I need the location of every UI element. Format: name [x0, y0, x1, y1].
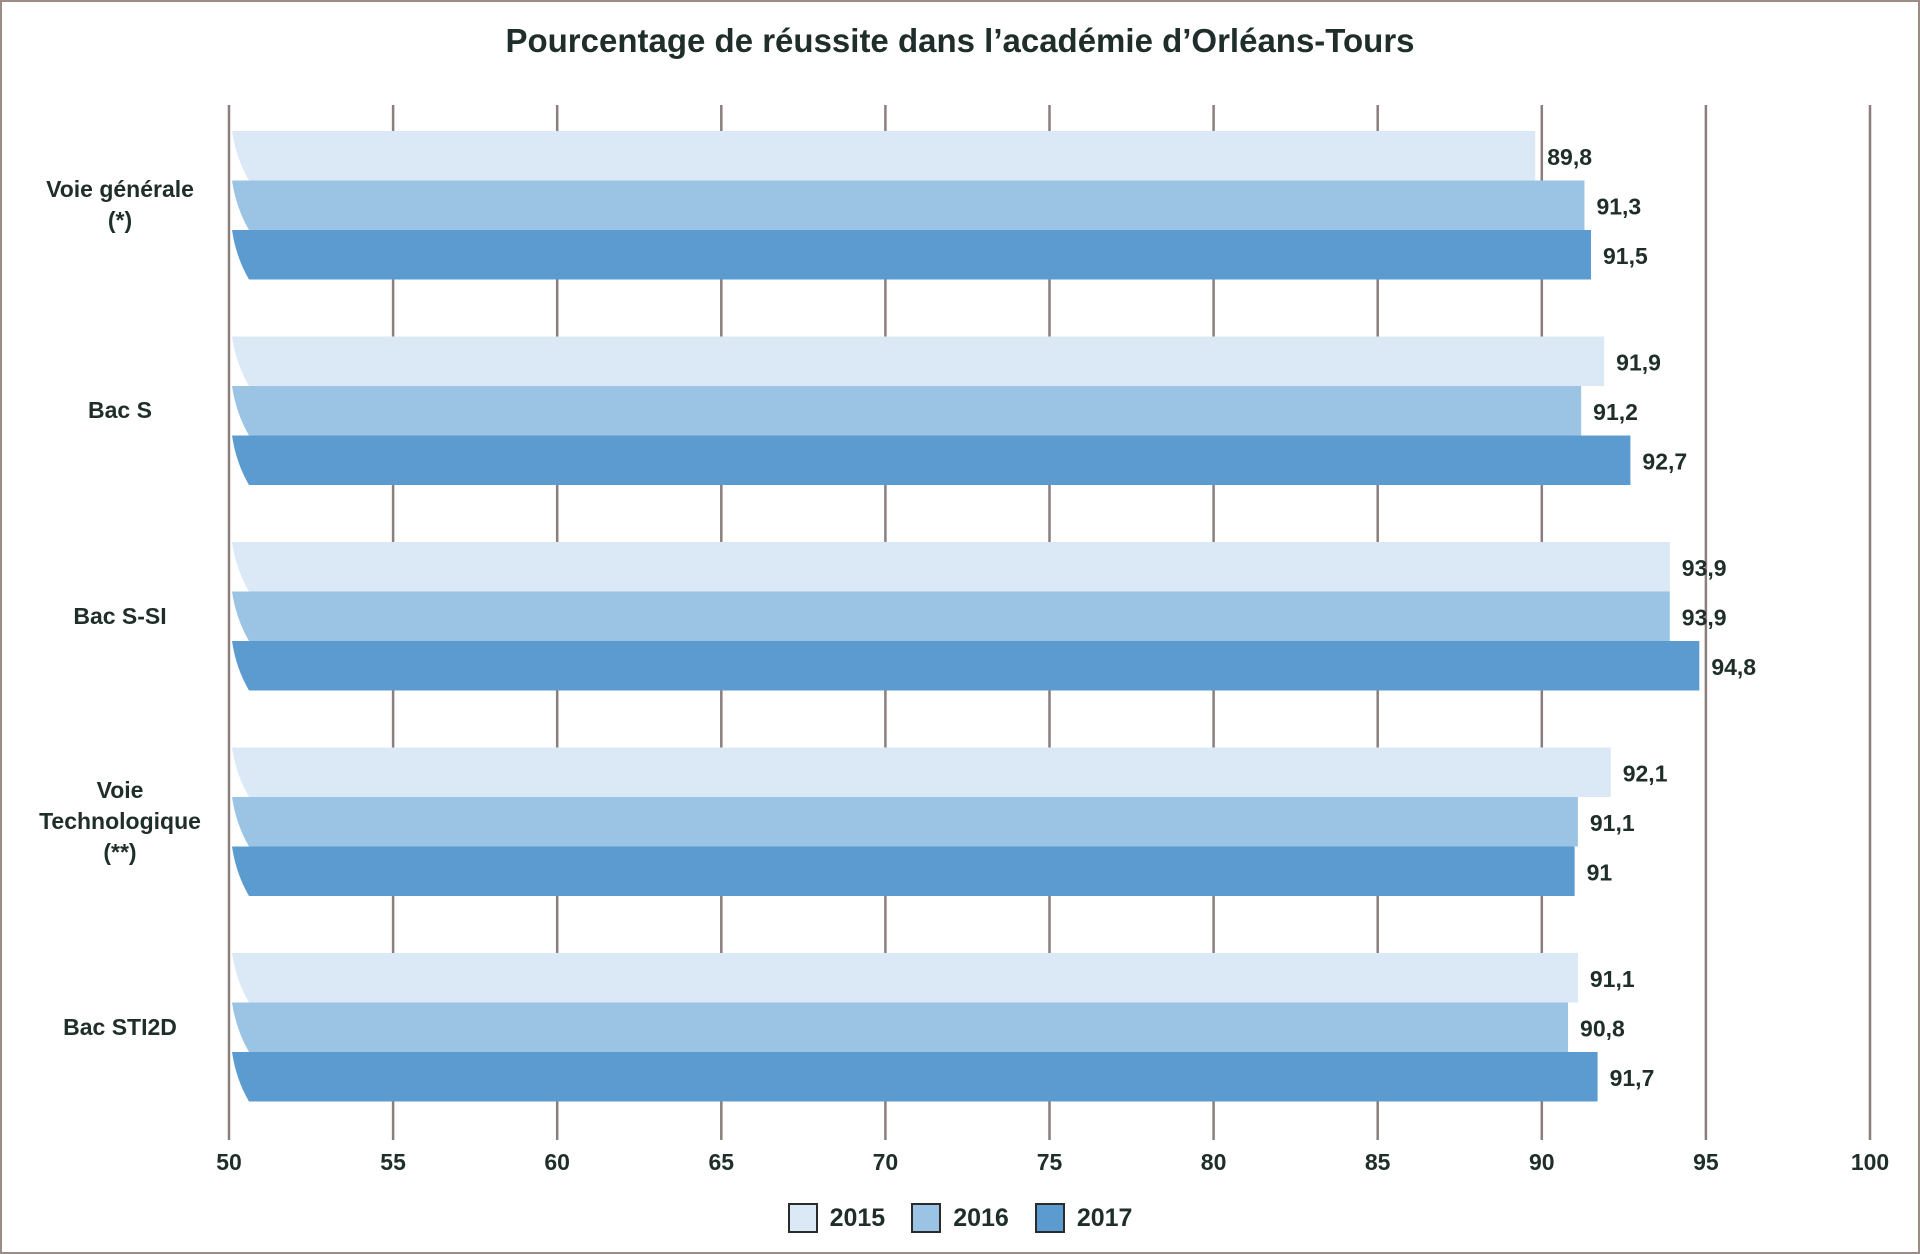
bar-2016-0	[232, 180, 1585, 230]
bar-2016-3	[232, 797, 1578, 847]
bar-2015-4	[232, 953, 1578, 1003]
x-tick-label-90: 90	[1529, 1149, 1555, 1175]
data-label-2015-0: 89,8	[1547, 144, 1592, 170]
legend-swatch-2017	[1034, 1203, 1065, 1233]
bar-2017-3	[232, 846, 1575, 896]
data-label-2017-0: 91,5	[1603, 243, 1648, 269]
category-label-2: Bac S-SI	[73, 602, 167, 629]
bar-2017-0	[232, 230, 1592, 280]
legend-item-2016: 2016	[911, 1203, 1009, 1233]
legend-swatch-2016	[911, 1203, 942, 1233]
data-label-2015-2: 93,9	[1682, 555, 1727, 581]
x-tick-label-85: 85	[1365, 1149, 1391, 1175]
category-label-3: Voie Technologique (**)	[39, 777, 201, 866]
bar-2016-2	[232, 591, 1670, 641]
x-tick-label-95: 95	[1693, 1149, 1719, 1175]
x-tick-label-70: 70	[873, 1149, 899, 1175]
x-tick-label-65: 65	[709, 1149, 735, 1175]
bar-2015-3	[232, 747, 1611, 797]
bar-2016-4	[232, 1002, 1569, 1052]
x-tick-label-50: 50	[216, 1149, 242, 1175]
data-label-2017-1: 92,7	[1642, 448, 1687, 474]
bar-2017-2	[232, 641, 1700, 691]
data-label-2015-1: 91,9	[1616, 349, 1661, 375]
data-label-2015-4: 91,1	[1590, 966, 1635, 992]
bar-2017-1	[232, 435, 1631, 485]
category-label-1: Bac S	[88, 397, 152, 424]
category-label-0: Voie générale (*)	[46, 176, 194, 234]
x-tick-label-80: 80	[1201, 1149, 1227, 1175]
data-label-2016-1: 91,2	[1593, 399, 1638, 425]
data-label-2017-3: 91	[1587, 859, 1613, 885]
category-label-4: Bac STI2D	[63, 1013, 177, 1040]
legend-item-2017: 2017	[1034, 1203, 1133, 1233]
x-tick-label-55: 55	[380, 1149, 406, 1175]
x-tick-label-60: 60	[544, 1149, 570, 1175]
data-label-2015-3: 92,1	[1623, 760, 1668, 786]
data-label-2016-3: 91,1	[1590, 810, 1635, 836]
legend: 2015 2016 2017	[0, 1203, 1920, 1233]
legend-label-2015: 2015	[829, 1203, 886, 1232]
chart-title: Pourcentage de réussite dans l’académie …	[505, 22, 1415, 59]
bar-2015-2	[232, 542, 1670, 592]
x-tick-label-100: 100	[1851, 1149, 1889, 1175]
bar-2017-4	[232, 1052, 1598, 1102]
legend-label-2017: 2017	[1076, 1203, 1133, 1232]
bar-2016-1	[232, 386, 1582, 436]
data-label-2017-4: 91,7	[1610, 1065, 1655, 1091]
legend-item-2015: 2015	[787, 1203, 886, 1233]
legend-label-2016: 2016	[953, 1203, 1009, 1232]
bar-2015-1	[232, 336, 1605, 386]
legend-swatch-2015	[787, 1203, 818, 1233]
x-tick-label-75: 75	[1037, 1149, 1063, 1175]
bar-2015-0	[232, 131, 1536, 181]
data-label-2016-4: 90,8	[1580, 1015, 1625, 1041]
data-label-2016-0: 91,3	[1596, 193, 1641, 219]
data-label-2016-2: 93,9	[1682, 604, 1727, 630]
data-label-2017-2: 94,8	[1711, 654, 1756, 680]
